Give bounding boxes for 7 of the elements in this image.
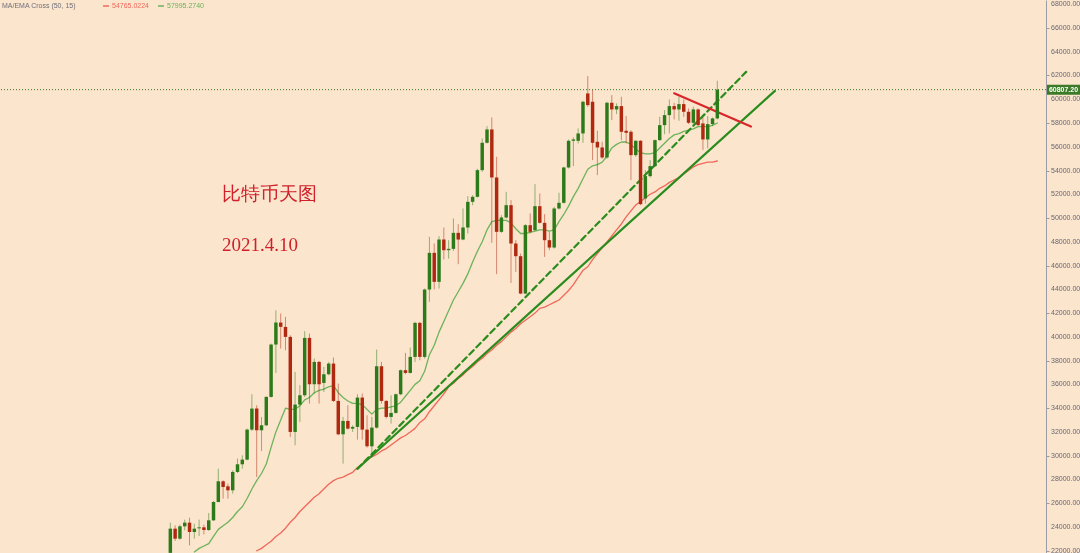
candlestick [202,524,206,535]
annotation: 比特币天图 [222,183,317,204]
candlestick [197,519,201,537]
annotation: 2021.4.10 [222,234,298,255]
line-series [193,122,718,553]
candlestick [557,192,561,210]
candlestick [672,102,676,120]
